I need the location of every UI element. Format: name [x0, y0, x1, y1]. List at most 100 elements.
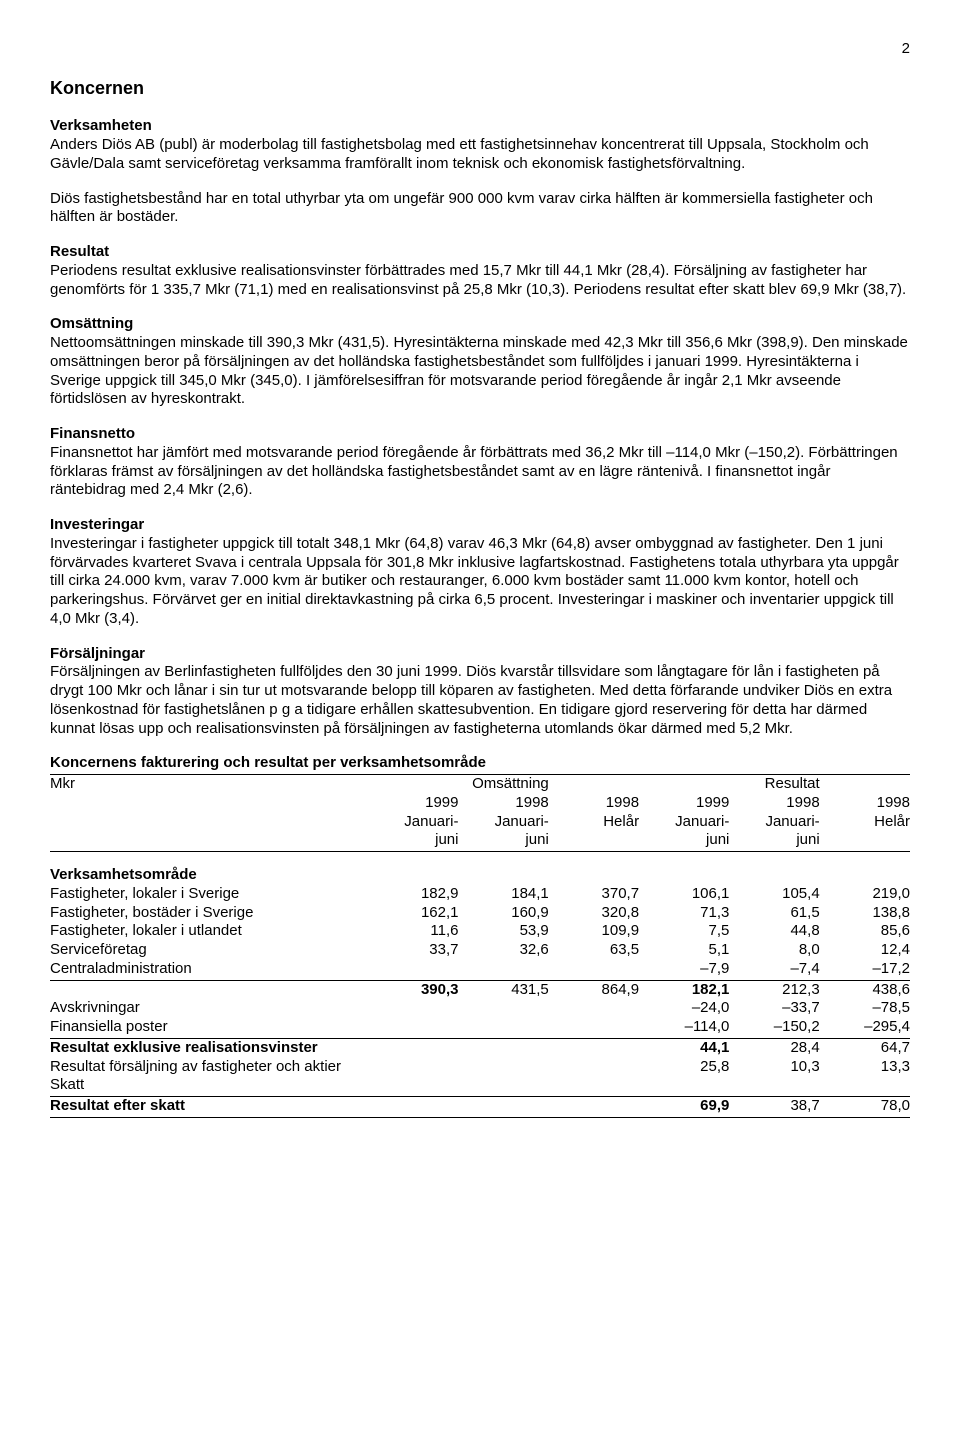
cell [368, 999, 458, 1018]
cell: –7,4 [729, 960, 819, 979]
row-label: Avskrivningar [50, 999, 368, 1018]
table-row: Centraladministration –7,9 –7,4 –17,2 [50, 960, 910, 979]
cell: 69,9 [639, 1097, 729, 1116]
cell: 38,7 [729, 1097, 819, 1116]
row-label: Fastigheter, lokaler i utlandet [50, 922, 368, 941]
table-row: Avskrivningar –24,0 –33,7 –78,5 [50, 999, 910, 1018]
cell: 7,5 [639, 922, 729, 941]
cell [458, 1058, 548, 1077]
para: Nettoomsättningen minskade till 390,3 Mk… [50, 334, 910, 409]
cell [458, 960, 548, 979]
cell: 105,4 [729, 885, 819, 904]
table-header-year: 1999 [639, 794, 729, 813]
cell: 320,8 [549, 904, 639, 923]
row-label: Serviceföretag [50, 941, 368, 960]
cell: 10,3 [729, 1058, 819, 1077]
table-header-row: Januari- Januari- Helår Januari- Januari… [50, 813, 910, 832]
cell: –24,0 [639, 999, 729, 1018]
cell: 106,1 [639, 885, 729, 904]
cell [549, 1058, 639, 1077]
table-row: Fastigheter, lokaler i Sverige 182,9 184… [50, 885, 910, 904]
table-header-row: juni juni juni juni [50, 831, 910, 850]
table-header-period: Helår [820, 813, 910, 832]
table-bold-row: Resultat efter skatt 69,9 38,7 78,0 [50, 1097, 910, 1116]
table-header-period: Januari- [458, 813, 548, 832]
section-resultat: Resultat Periodens resultat exklusive re… [50, 243, 910, 299]
cell: 11,6 [368, 922, 458, 941]
cell: –78,5 [820, 999, 910, 1018]
cell [368, 1076, 458, 1095]
table-section-row: Verksamhetsområde [50, 866, 910, 885]
table-subtotal-row: 390,3 431,5 864,9 182,1 212,3 438,6 [50, 980, 910, 999]
heading-forsaljningar: Försäljningar [50, 645, 910, 664]
row-label: Fastigheter, bostäder i Sverige [50, 904, 368, 923]
table-header-period: Januari- [729, 813, 819, 832]
row-label: Centraladministration [50, 960, 368, 979]
cell: 32,6 [458, 941, 548, 960]
cell: 71,3 [639, 904, 729, 923]
cell [549, 999, 639, 1018]
cell: 44,8 [729, 922, 819, 941]
table-row: Resultat försäljning av fastigheter och … [50, 1058, 910, 1077]
cell [368, 1058, 458, 1077]
cell: 78,0 [820, 1097, 910, 1116]
table-section-label: Verksamhetsområde [50, 866, 368, 885]
cell [458, 1038, 548, 1057]
results-table: Mkr Omsättning Resultat 1999 1998 1998 1… [50, 775, 910, 1118]
cell: 109,9 [549, 922, 639, 941]
para: Finansnettot har jämfört med motsvarande… [50, 444, 910, 500]
cell: 184,1 [458, 885, 548, 904]
table-header-year: 1999 [368, 794, 458, 813]
cell: –114,0 [639, 1018, 729, 1037]
table-row: Fastigheter, bostäder i Sverige 162,1 16… [50, 904, 910, 923]
cell: –295,4 [820, 1018, 910, 1037]
table-row: Skatt [50, 1076, 910, 1095]
cell [639, 1076, 729, 1095]
table-header-sub: juni [458, 831, 548, 850]
row-label: Finansiella poster [50, 1018, 368, 1037]
table-row: Fastigheter, lokaler i utlandet 11,6 53,… [50, 922, 910, 941]
cell [820, 1076, 910, 1095]
table-header-year: 1998 [820, 794, 910, 813]
row-label: Skatt [50, 1076, 368, 1095]
para: Diös fastighetsbestånd har en total uthy… [50, 190, 910, 228]
row-label: Resultat efter skatt [50, 1097, 368, 1116]
table-header-sub: juni [368, 831, 458, 850]
para: Anders Diös AB (publ) är moderbolag till… [50, 136, 910, 174]
cell: 53,9 [458, 922, 548, 941]
section-investeringar: Investeringar Investeringar i fastighete… [50, 516, 910, 629]
cell [368, 1097, 458, 1116]
table-header-year: 1998 [458, 794, 548, 813]
cell: 182,9 [368, 885, 458, 904]
row-label: Resultat exklusive realisationsvinster [50, 1038, 368, 1057]
heading-omsattning: Omsättning [50, 315, 910, 334]
cell: 219,0 [820, 885, 910, 904]
cell: –7,9 [639, 960, 729, 979]
heading-investeringar: Investeringar [50, 516, 910, 535]
cell: 431,5 [458, 980, 548, 999]
cell [368, 1038, 458, 1057]
table-header-group: Omsättning [458, 775, 548, 794]
table-header-sub: juni [729, 831, 819, 850]
table-header-group: Resultat [729, 775, 819, 794]
cell [729, 1076, 819, 1095]
cell: 138,8 [820, 904, 910, 923]
row-label [50, 980, 368, 999]
table-header-row: Mkr Omsättning Resultat [50, 775, 910, 794]
para: Periodens resultat exklusive realisation… [50, 262, 910, 300]
cell: 61,5 [729, 904, 819, 923]
cell: 8,0 [729, 941, 819, 960]
cell: –33,7 [729, 999, 819, 1018]
section-verksamheten: Verksamheten Anders Diös AB (publ) är mo… [50, 117, 910, 227]
cell: 25,8 [639, 1058, 729, 1077]
cell: 28,4 [729, 1038, 819, 1057]
cell [458, 999, 548, 1018]
heading-resultat: Resultat [50, 243, 910, 262]
cell: 5,1 [639, 941, 729, 960]
cell [549, 1018, 639, 1037]
cell [549, 1038, 639, 1057]
cell: –17,2 [820, 960, 910, 979]
section-omsattning: Omsättning Nettoomsättningen minskade ti… [50, 315, 910, 409]
cell: 182,1 [639, 980, 729, 999]
cell: 212,3 [729, 980, 819, 999]
